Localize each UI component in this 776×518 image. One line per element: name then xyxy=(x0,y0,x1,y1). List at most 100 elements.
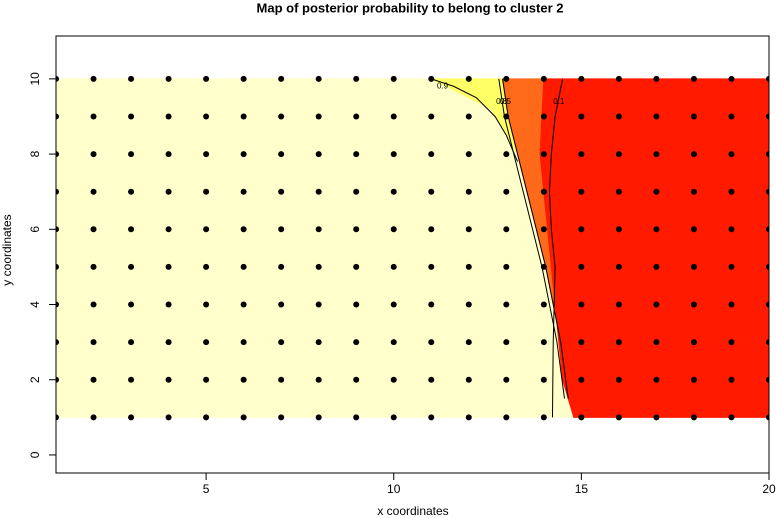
point xyxy=(578,188,585,195)
point xyxy=(615,75,622,82)
point xyxy=(540,339,547,346)
point xyxy=(465,113,472,120)
point xyxy=(128,226,135,233)
point xyxy=(90,263,97,270)
point xyxy=(90,75,97,82)
point xyxy=(728,376,735,383)
contour-label: 0.5 xyxy=(500,97,512,106)
point xyxy=(465,188,472,195)
point xyxy=(728,263,735,270)
point xyxy=(615,301,622,308)
point xyxy=(465,301,472,308)
point xyxy=(653,414,660,421)
point xyxy=(203,414,210,421)
point xyxy=(728,301,735,308)
point xyxy=(203,113,210,120)
point xyxy=(203,376,210,383)
point xyxy=(353,188,360,195)
point xyxy=(540,414,547,421)
contour-line xyxy=(498,78,565,399)
contour-label: 0.9 xyxy=(437,82,449,91)
point xyxy=(56,376,59,383)
point xyxy=(653,75,660,82)
point xyxy=(503,301,510,308)
point xyxy=(165,301,172,308)
point xyxy=(428,301,435,308)
point xyxy=(240,339,247,346)
point xyxy=(56,75,59,82)
point xyxy=(540,301,547,308)
point xyxy=(766,376,769,383)
probability-region xyxy=(56,78,575,418)
point xyxy=(503,226,510,233)
point xyxy=(428,75,435,82)
point xyxy=(503,188,510,195)
point xyxy=(390,301,397,308)
point xyxy=(690,188,697,195)
point xyxy=(390,151,397,158)
point xyxy=(690,376,697,383)
probability-region xyxy=(539,78,769,418)
point xyxy=(315,226,322,233)
point xyxy=(615,339,622,346)
point xyxy=(353,301,360,308)
point xyxy=(90,188,97,195)
point xyxy=(766,263,769,270)
point xyxy=(728,414,735,421)
point xyxy=(165,151,172,158)
point xyxy=(128,113,135,120)
point xyxy=(578,376,585,383)
point xyxy=(690,263,697,270)
point xyxy=(56,151,59,158)
y-tick-label: 4 xyxy=(28,301,42,308)
point xyxy=(353,339,360,346)
x-tick-label: 20 xyxy=(762,482,776,496)
point xyxy=(653,263,660,270)
point xyxy=(728,113,735,120)
point xyxy=(465,339,472,346)
contour-label: 0.8 xyxy=(496,97,508,106)
contour-line xyxy=(548,78,564,418)
point xyxy=(615,151,622,158)
point xyxy=(240,75,247,82)
point xyxy=(690,113,697,120)
point xyxy=(128,188,135,195)
point xyxy=(465,151,472,158)
point xyxy=(90,151,97,158)
point xyxy=(503,113,510,120)
point xyxy=(165,376,172,383)
point xyxy=(56,339,59,346)
y-tick-label: 2 xyxy=(28,376,42,383)
point xyxy=(690,339,697,346)
point xyxy=(278,339,285,346)
point xyxy=(578,339,585,346)
point xyxy=(315,151,322,158)
point xyxy=(428,339,435,346)
point xyxy=(428,226,435,233)
point xyxy=(428,188,435,195)
point xyxy=(56,188,59,195)
point xyxy=(766,226,769,233)
point xyxy=(165,75,172,82)
point xyxy=(128,75,135,82)
point xyxy=(165,188,172,195)
point xyxy=(540,376,547,383)
point xyxy=(315,414,322,421)
point xyxy=(390,414,397,421)
point xyxy=(128,151,135,158)
point xyxy=(578,301,585,308)
point xyxy=(578,414,585,421)
point xyxy=(203,301,210,308)
point xyxy=(203,339,210,346)
point xyxy=(653,301,660,308)
point xyxy=(728,151,735,158)
point xyxy=(578,226,585,233)
point xyxy=(56,263,59,270)
point xyxy=(690,75,697,82)
point xyxy=(615,376,622,383)
y-tick-label: 0 xyxy=(28,451,42,458)
x-axis-label: x coordinates xyxy=(377,504,448,518)
point xyxy=(90,226,97,233)
point xyxy=(56,301,59,308)
